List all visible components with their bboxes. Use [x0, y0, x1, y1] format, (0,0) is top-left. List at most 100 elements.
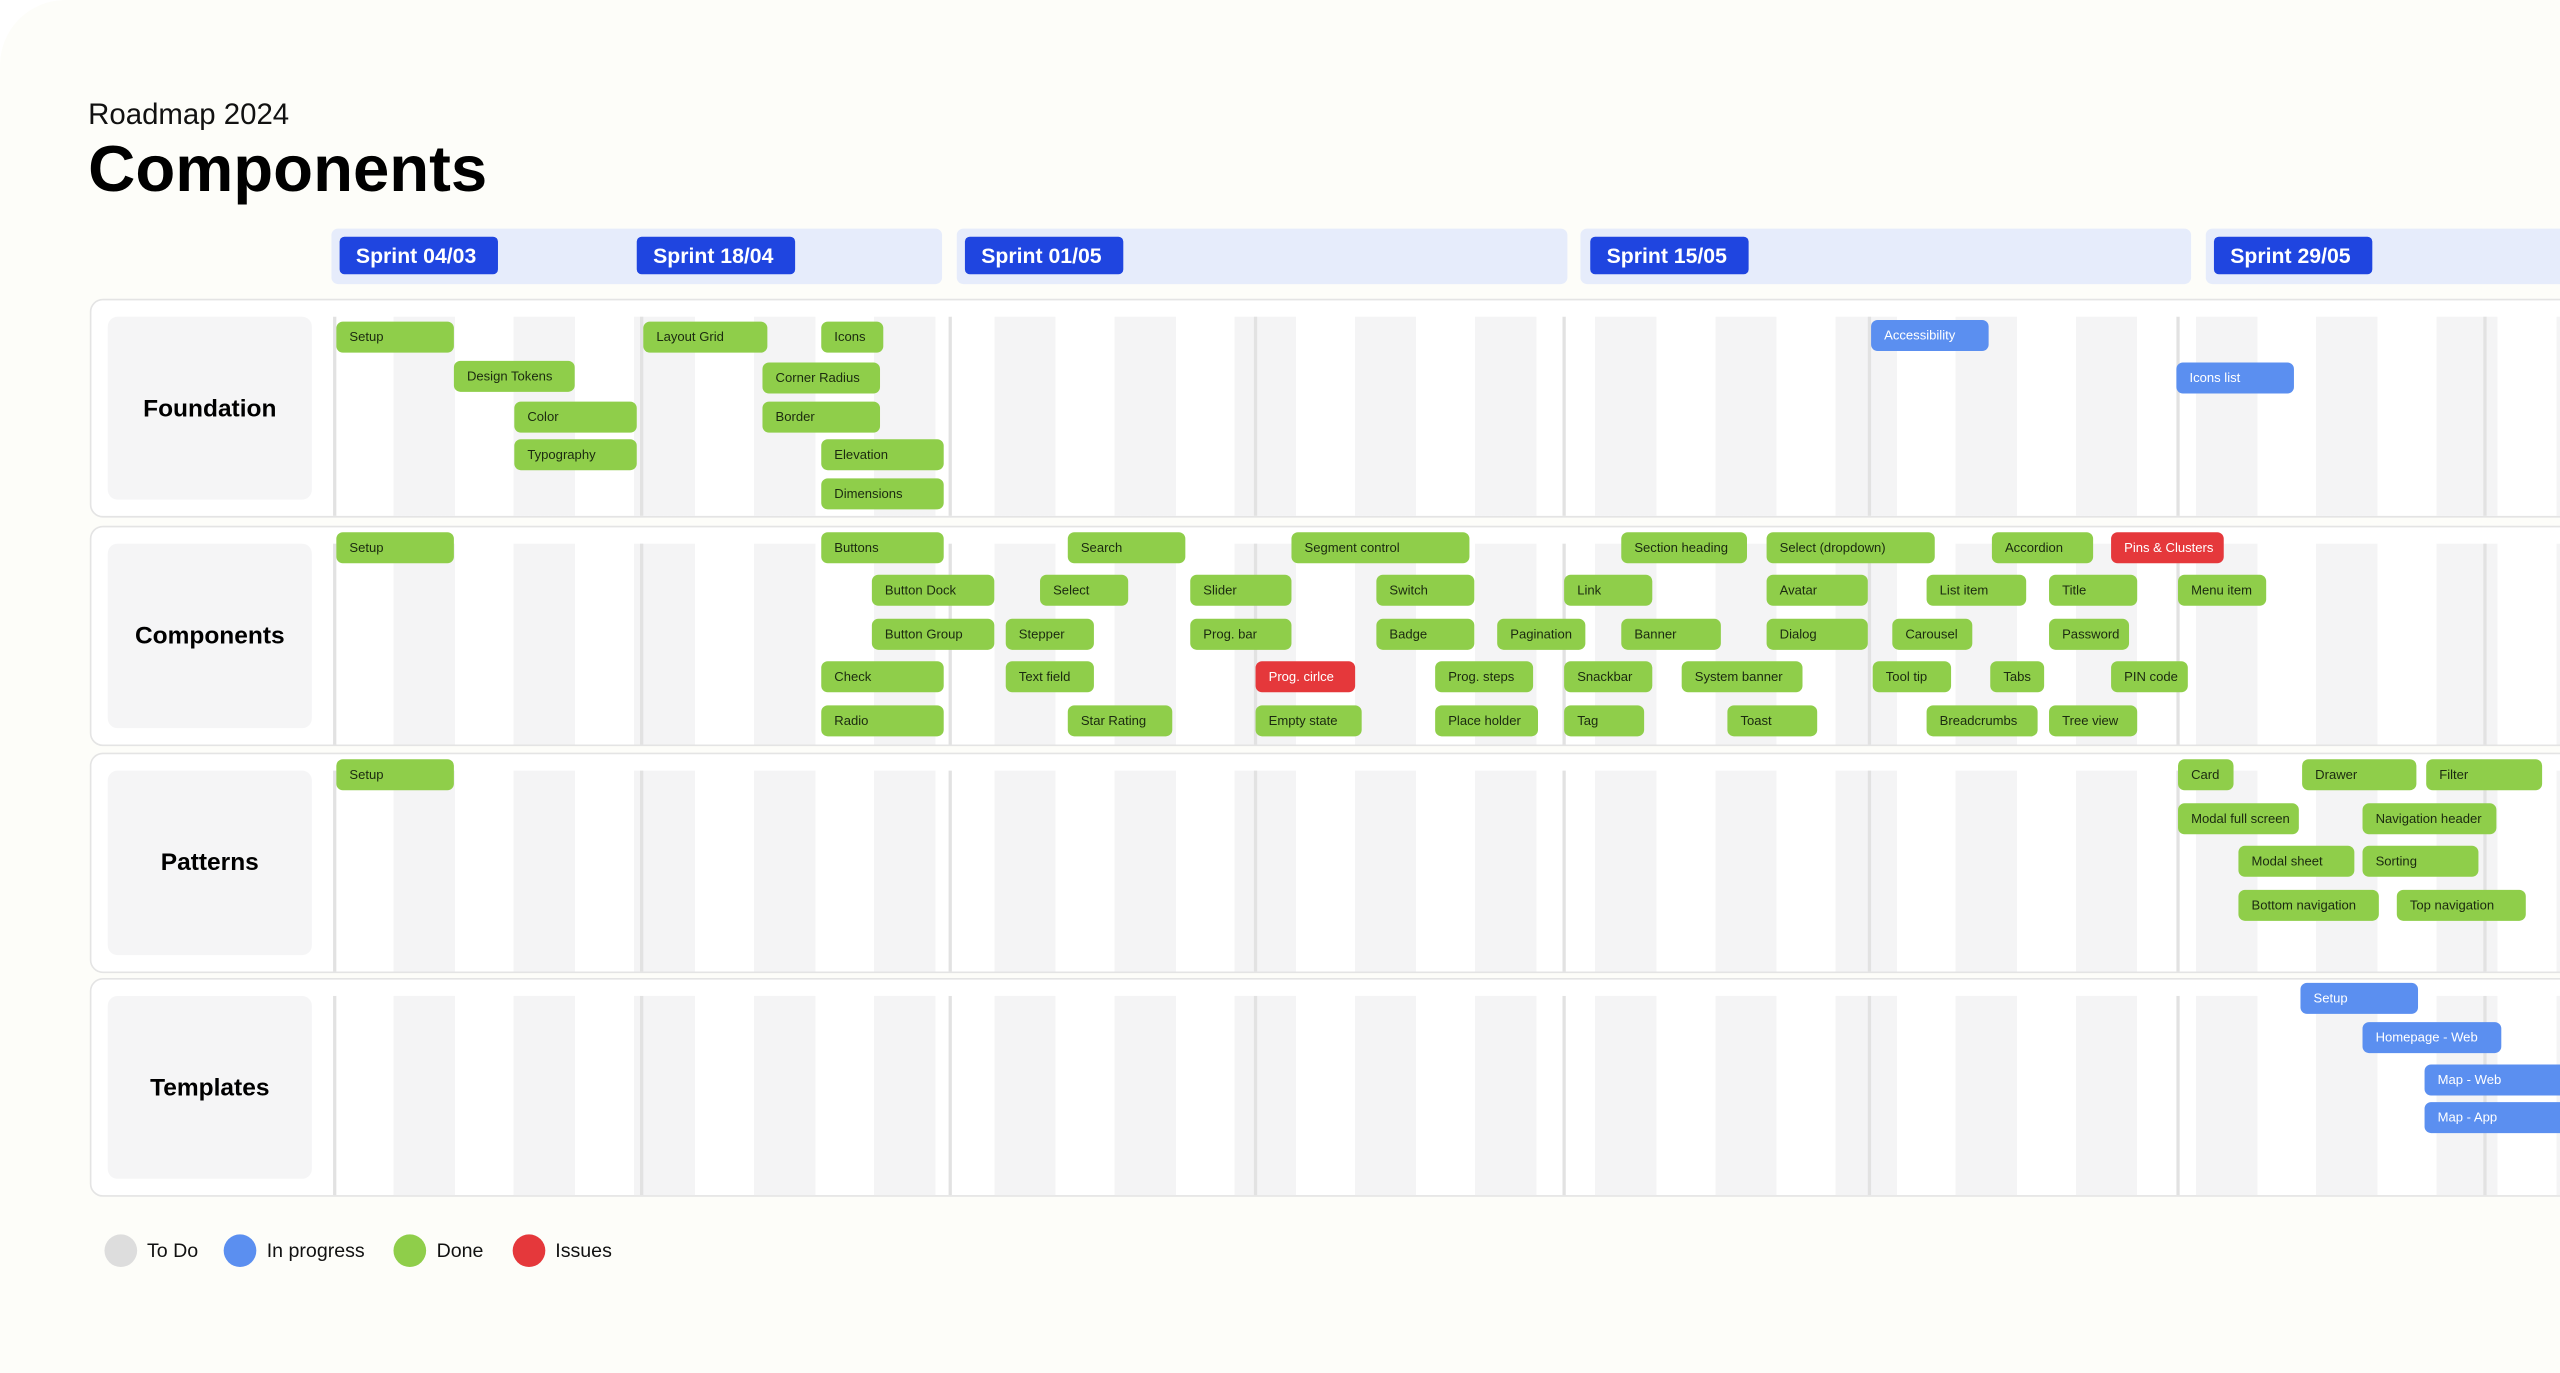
- sprint-divider: [2483, 995, 2487, 1196]
- task-pill: Password: [2049, 617, 2130, 649]
- timeline-grid: [334, 995, 2560, 1196]
- task-pill: Tabs: [1990, 660, 2045, 692]
- legend-label: To Do: [146, 1239, 199, 1263]
- task-pill: Setup: [336, 531, 454, 563]
- task-pill: Map - Web: [2424, 1063, 2560, 1095]
- task-pill: Pins & Clusters: [2111, 531, 2224, 563]
- task-pill: Search: [1067, 531, 1186, 563]
- row-label: Patterns: [107, 770, 312, 956]
- task-pill: Slider: [1190, 573, 1292, 605]
- sprint-label: Sprint 04/03: [339, 236, 498, 275]
- legend-dot: [394, 1234, 427, 1267]
- sprint-label: Sprint 18/04: [636, 236, 796, 275]
- task-pill: Place holder: [1435, 704, 1539, 736]
- task-pill: Select: [1040, 573, 1129, 605]
- task-pill: Elevation: [821, 438, 944, 470]
- task-pill: PIN code: [2111, 660, 2188, 692]
- task-pill: Homepage - Web: [2362, 1021, 2502, 1053]
- sprint-divider: [640, 543, 644, 745]
- task-pill: Menu item: [2178, 573, 2267, 605]
- task-pill: Buttons: [821, 531, 944, 563]
- sprint-divider: [640, 770, 644, 972]
- legend: To Do In progress Done Issues: [104, 1234, 612, 1267]
- sprint-divider: [333, 543, 337, 745]
- legend-dot: [224, 1234, 257, 1267]
- task-pill: Select (dropdown): [1766, 531, 1935, 563]
- legend-label: Done: [436, 1239, 484, 1263]
- subtitle: Roadmap 2024: [88, 97, 290, 131]
- task-pill: Card: [2178, 758, 2234, 790]
- task-pill: Prog. cirlce: [1255, 660, 1356, 692]
- task-pill: Radio: [821, 704, 944, 736]
- task-pill: System banner: [1681, 660, 1803, 692]
- task-pill: Carousel: [1892, 617, 1973, 649]
- sprint-divider: [948, 995, 952, 1196]
- task-pill: Modal sheet: [2238, 844, 2355, 876]
- task-pill: Tree view: [2049, 704, 2138, 736]
- task-pill: Section heading: [1621, 531, 1747, 563]
- task-pill: Prog. steps: [1435, 660, 1534, 692]
- task-pill: Accordion: [1991, 531, 2094, 563]
- sprint-divider: [640, 995, 644, 1196]
- sprint-divider: [1253, 995, 1258, 1196]
- sprint-divider: [1867, 770, 1872, 972]
- task-pill: Icons list: [2176, 361, 2294, 393]
- task-pill: Segment control: [1291, 531, 1470, 563]
- title: Components: [88, 133, 488, 206]
- timeline-grid: [334, 770, 2560, 972]
- task-pill: Top navigation: [2396, 889, 2526, 921]
- task-pill: Toast: [1727, 704, 1818, 736]
- legend-label: Issues: [555, 1239, 612, 1263]
- sprint-divider: [2176, 770, 2180, 972]
- sprint-divider: [2483, 543, 2487, 745]
- row-panel: Foundation: [89, 298, 2560, 518]
- task-pill: Typography: [514, 438, 637, 470]
- task-pill: Filter: [2426, 758, 2543, 790]
- sprint-divider: [2483, 770, 2487, 972]
- legend-dot: [104, 1234, 138, 1267]
- sprint-divider: [333, 770, 337, 972]
- sprint-divider: [2176, 316, 2180, 516]
- row-label: Foundation: [107, 316, 312, 500]
- row-panel: Templates: [89, 977, 2560, 1197]
- sprint-divider: [1562, 316, 1566, 516]
- task-pill: Dialog: [1766, 617, 1868, 649]
- task-pill: Banner: [1621, 617, 1721, 649]
- task-pill: Bottom navigation: [2238, 889, 2379, 921]
- sprint-divider: [1253, 770, 1258, 972]
- sprint-divider: [1867, 316, 1872, 516]
- task-pill: Dimensions: [821, 477, 944, 509]
- task-pill: Icons: [821, 320, 884, 352]
- sprint-divider: [1562, 770, 1566, 972]
- task-pill: Button Group: [871, 617, 995, 649]
- task-pill: Button Dock: [871, 573, 995, 605]
- task-pill: Check: [821, 660, 944, 692]
- task-pill: Avatar: [1766, 573, 1868, 605]
- sprint-divider: [1867, 995, 1872, 1196]
- task-pill: Border: [762, 400, 881, 432]
- sprint-divider: [1562, 995, 1566, 1196]
- task-pill: Setup: [336, 320, 454, 352]
- sprint-divider: [1867, 543, 1872, 745]
- task-pill: Sorting: [2362, 844, 2479, 876]
- task-pill: Badge: [1376, 617, 1475, 649]
- task-pill: Prog. bar: [1190, 617, 1292, 649]
- task-pill: Empty state: [1255, 704, 1362, 736]
- sprint-label: Sprint 15/05: [1590, 236, 1749, 275]
- task-pill: Link: [1564, 573, 1653, 605]
- task-pill: Star Rating: [1067, 704, 1173, 736]
- task-pill: Accessibility: [1871, 319, 1989, 351]
- legend-dot: [512, 1234, 546, 1267]
- legend-label: In progress: [266, 1239, 365, 1263]
- task-pill: Drawer: [2302, 758, 2417, 790]
- task-pill: Design Tokens: [453, 360, 575, 392]
- sprint-divider: [1253, 316, 1258, 516]
- task-pill: Snackbar: [1564, 660, 1653, 692]
- task-pill: Corner Radius: [762, 361, 881, 393]
- task-pill: Breadcrumbs: [1926, 704, 2038, 736]
- sprint-divider: [948, 316, 952, 516]
- task-pill: Stepper: [1005, 617, 1094, 649]
- task-pill: Setup: [2300, 982, 2419, 1014]
